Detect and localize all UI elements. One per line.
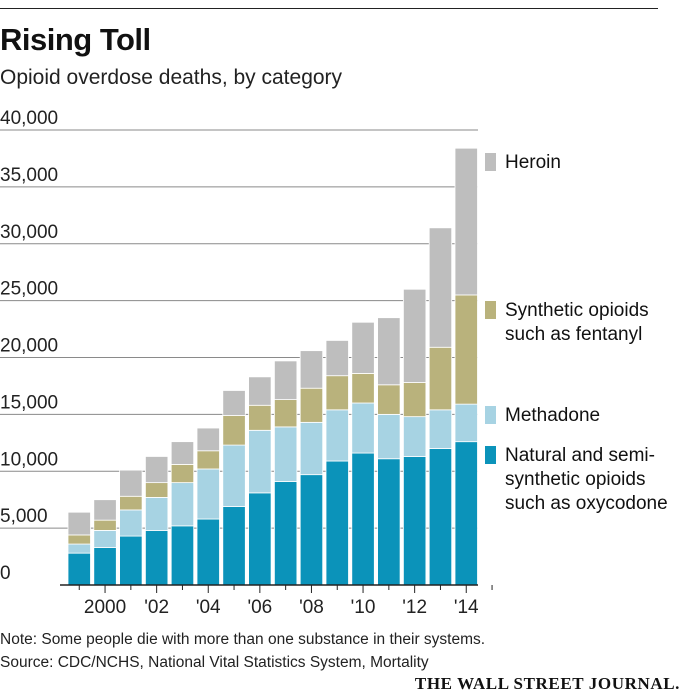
bar-segment xyxy=(351,452,375,586)
chart-title: Rising Toll xyxy=(0,22,151,57)
bar-segment xyxy=(93,519,117,531)
bar-segment xyxy=(93,530,117,548)
bar-segment xyxy=(67,543,91,554)
bar-segment xyxy=(222,390,246,416)
x-tick-label: '08 xyxy=(299,597,324,618)
bar-segment xyxy=(119,495,143,511)
footnote: Note: Some people die with more than one… xyxy=(0,631,486,648)
bar-segment xyxy=(325,460,349,586)
bar-segment xyxy=(196,427,220,452)
bar-segment xyxy=(67,511,91,536)
bar-segment xyxy=(454,403,478,443)
bar-segment xyxy=(299,350,324,389)
bar-segment xyxy=(196,468,220,520)
stacked-bar-chart: 0 5,000 10,000 15,000 20,000 25,000 30,000 35,0… xyxy=(0,108,668,618)
bar-segment xyxy=(402,288,427,383)
bar-segment xyxy=(273,481,298,586)
y-tick-label: 30,000 xyxy=(0,222,58,243)
x-tick-label: '14 xyxy=(454,597,479,618)
x-tick-label: 2000 xyxy=(84,597,126,618)
bar-segment xyxy=(299,387,324,423)
bar-segment xyxy=(67,534,91,545)
bar-segment xyxy=(377,413,401,460)
y-tick-label: 5,000 xyxy=(0,506,48,527)
bar-segment xyxy=(377,458,401,586)
y-tick-label: 40,000 xyxy=(0,108,58,129)
bar-segment xyxy=(351,402,375,454)
bar-segment xyxy=(222,506,246,586)
legend-label: Synthetic opioids xyxy=(505,300,649,321)
bar-segment xyxy=(273,360,298,400)
bar-segment xyxy=(119,509,143,537)
bar-segment xyxy=(377,384,401,415)
bar-segment xyxy=(351,373,375,404)
bar-segment xyxy=(299,421,324,476)
bar-segment xyxy=(248,376,272,406)
x-tick-label: '10 xyxy=(351,597,376,618)
legend-swatch xyxy=(485,153,496,171)
bar-segment xyxy=(93,547,117,586)
y-tick-label: 25,000 xyxy=(0,279,58,300)
bar-segment xyxy=(144,456,169,484)
bar-segment xyxy=(325,409,349,462)
bar-segment xyxy=(222,444,246,507)
bar-segment xyxy=(325,375,349,411)
y-tick-label: 15,000 xyxy=(0,392,58,413)
bar-segment xyxy=(144,497,169,531)
bar-segment xyxy=(170,441,195,465)
legend-label: Natural and semi- xyxy=(505,445,655,466)
y-tick-label: 0 xyxy=(0,563,11,584)
legend-label: Heroin xyxy=(505,152,561,173)
bar-segment xyxy=(428,409,453,449)
bar-segment xyxy=(454,147,478,296)
y-tick-label: 35,000 xyxy=(0,165,58,186)
legend-swatch xyxy=(485,446,496,464)
bar-segment xyxy=(222,415,246,446)
bar-segment xyxy=(144,482,169,498)
bar-segment xyxy=(428,227,453,348)
bar-segment xyxy=(325,340,349,377)
bar-segment xyxy=(119,469,143,497)
x-tick-label: '02 xyxy=(144,597,169,618)
legend-swatch xyxy=(485,406,496,424)
publisher-credit: THE WALL STREET JOURNAL. xyxy=(414,674,680,693)
bar-segment xyxy=(196,518,220,586)
bar-segment xyxy=(402,382,427,418)
bar-segment xyxy=(248,492,272,586)
bar-segment xyxy=(170,464,195,484)
bar-segment xyxy=(402,416,427,457)
bar-segment xyxy=(428,346,453,411)
source-line: Source: CDC/NCHS, National Vital Statist… xyxy=(0,654,429,671)
bar-segment xyxy=(93,499,117,521)
bar-segment xyxy=(248,429,272,494)
legend-swatch xyxy=(485,301,496,319)
bar-segment xyxy=(67,552,91,586)
bar-segment xyxy=(273,426,298,482)
bar-segment xyxy=(119,535,143,586)
legend-label: synthetic opioids xyxy=(505,469,645,490)
x-tick-label: '06 xyxy=(247,597,272,618)
legend-label: such as fentanyl xyxy=(505,324,642,345)
bar-segment xyxy=(248,404,272,431)
bar-segment xyxy=(273,399,298,428)
bar-segment xyxy=(428,448,453,586)
legend-label: Methadone xyxy=(505,405,600,426)
bar-segment xyxy=(144,530,169,586)
bar-segment xyxy=(402,456,427,586)
bar-segment xyxy=(299,474,324,586)
y-tick-label: 10,000 xyxy=(0,449,58,470)
bar-segment xyxy=(454,441,478,586)
bar-segment xyxy=(351,321,375,374)
bar-segment xyxy=(170,525,195,586)
chart-subtitle: Opioid overdose deaths, by category xyxy=(0,66,343,89)
bar-segment xyxy=(454,294,478,405)
legend-label: such as oxycodone xyxy=(505,493,668,514)
bar-segment xyxy=(170,482,195,527)
x-tick-label: '12 xyxy=(402,597,427,618)
bar-segment xyxy=(377,317,401,386)
y-tick-label: 20,000 xyxy=(0,336,58,357)
top-rule xyxy=(0,8,658,9)
bar-segment xyxy=(196,450,220,470)
x-tick-label: '04 xyxy=(196,597,221,618)
